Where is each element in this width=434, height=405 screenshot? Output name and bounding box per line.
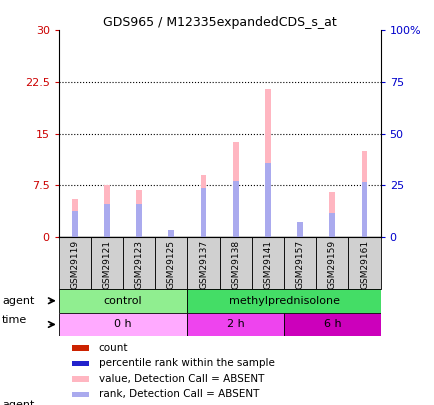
Text: methylprednisolone: methylprednisolone (228, 296, 339, 306)
Title: GDS965 / M12335expandedCDS_s_at: GDS965 / M12335expandedCDS_s_at (102, 16, 336, 29)
Bar (219, 237, 251, 289)
Bar (59, 313, 187, 336)
Bar (251, 237, 283, 289)
Bar (232, 142, 238, 237)
Bar (59, 237, 91, 289)
Bar (104, 185, 110, 237)
Bar (187, 289, 380, 313)
Bar (296, 222, 302, 237)
Bar (155, 237, 187, 289)
Text: GSM29141: GSM29141 (263, 240, 272, 289)
Bar (72, 345, 89, 351)
Bar (72, 360, 89, 367)
Bar (72, 199, 78, 237)
Text: GSM29137: GSM29137 (199, 240, 207, 289)
Text: control: control (104, 296, 142, 306)
Bar (91, 237, 123, 289)
Bar (200, 188, 206, 237)
Bar (187, 313, 283, 336)
Text: GSM29138: GSM29138 (231, 240, 240, 289)
Bar (361, 151, 367, 237)
Text: GSM29161: GSM29161 (359, 240, 368, 289)
Bar (72, 211, 78, 237)
Bar (283, 237, 316, 289)
Bar (72, 392, 89, 397)
Bar (264, 89, 270, 237)
Text: percentile rank within the sample: percentile rank within the sample (99, 358, 274, 369)
Text: 6 h: 6 h (323, 320, 340, 329)
Bar (72, 376, 89, 382)
Text: count: count (99, 343, 128, 353)
Bar (168, 236, 174, 237)
Text: GSM29121: GSM29121 (102, 240, 111, 289)
Text: GSM29159: GSM29159 (327, 240, 336, 289)
Bar (264, 163, 270, 237)
Text: 2 h: 2 h (227, 320, 244, 329)
Text: 0 h: 0 h (114, 320, 132, 329)
Text: time: time (2, 315, 27, 325)
Text: agent: agent (2, 400, 34, 405)
Bar (136, 190, 142, 237)
Bar (136, 204, 142, 237)
Bar (296, 227, 302, 237)
Bar (59, 289, 187, 313)
Bar (348, 237, 380, 289)
Bar (200, 175, 206, 237)
Bar (104, 204, 110, 237)
Bar (361, 182, 367, 237)
Text: rank, Detection Call = ABSENT: rank, Detection Call = ABSENT (99, 390, 258, 399)
Text: value, Detection Call = ABSENT: value, Detection Call = ABSENT (99, 374, 263, 384)
Bar (283, 313, 380, 336)
Bar (329, 213, 335, 237)
Text: GSM29157: GSM29157 (295, 240, 304, 289)
Bar (123, 237, 155, 289)
Bar (187, 237, 219, 289)
Text: GSM29123: GSM29123 (135, 240, 143, 289)
Bar (316, 237, 348, 289)
Text: agent: agent (2, 296, 34, 305)
Bar (232, 181, 238, 237)
Text: GSM29125: GSM29125 (167, 240, 175, 289)
Bar (329, 192, 335, 237)
Bar (168, 230, 174, 237)
Text: GSM29119: GSM29119 (70, 240, 79, 289)
